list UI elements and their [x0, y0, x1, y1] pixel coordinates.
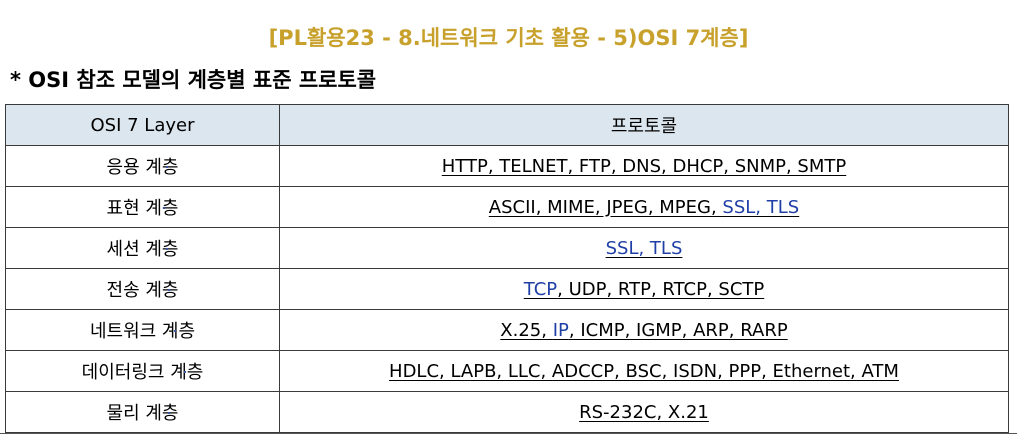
layer-name: 전송 계층 — [106, 280, 179, 301]
marker-dot — [174, 330, 176, 332]
layer-name-cell: 데이터링크 계층 — [5, 350, 280, 392]
marker-dot — [184, 371, 186, 373]
layer-name-cell: 전송 계층 — [5, 268, 280, 310]
protocol-cell: HTTP, TELNET, FTP, DNS, DHCP, SNMP, SMTP — [279, 145, 1009, 187]
protocol-text: HDLC, LAPB, LLC, ADCCP, BSC, ISDN, PPP, … — [389, 360, 899, 382]
protocol-text: ASCII, MIME, JPEG, MPEG, — [488, 196, 723, 218]
protocol-highlight: TCP — [523, 278, 558, 300]
layer-name: 물리 계층 — [106, 403, 179, 424]
layer-name-cell: 표현 계층 — [5, 186, 280, 228]
table-header-row: OSI 7 Layer 프로토콜 — [5, 104, 1009, 146]
layer-name-cell: 응용 계층 — [5, 145, 280, 187]
table-row: 데이터링크 계층 HDLC, LAPB, LLC, ADCCP, BSC, ISD… — [5, 350, 1009, 392]
table-row: 세션 계층 SSL, TLS — [5, 227, 1009, 269]
table-row: 전송 계층 TCP, UDP, RTP, RTCP, SCTP — [5, 268, 1009, 310]
protocol-cell: SSL, TLS — [279, 227, 1009, 269]
marker-dot — [163, 207, 165, 209]
protocol-text: RS-232C, X.21 — [579, 401, 709, 423]
layer-name: 네트워크 계층 — [89, 321, 196, 342]
slide-title: [PL활용23 - 8.네트워크 기초 활용 - 5)OSI 7계층] — [268, 26, 749, 50]
section-heading: * OSI 참조 모델의 계층별 표준 프로토콜 — [10, 68, 377, 92]
layer-name: 세션 계층 — [106, 239, 179, 260]
layer-name-cell: 물리 계층 — [5, 391, 280, 433]
protocol-highlight: SSL, TLS — [722, 196, 800, 218]
table-body: 응용 계층 HTTP, TELNET, FTP, DNS, DHCP, SNMP,… — [5, 145, 1009, 433]
protocol-highlight: IP — [552, 319, 569, 341]
layer-name: 응용 계층 — [106, 157, 179, 178]
protocol-list: TCP, UDP, RTP, RTCP, SCTP — [524, 279, 765, 300]
protocol-highlight: SSL, TLS — [605, 237, 683, 259]
protocol-text: , UDP, RTP, RTCP, SCTP — [557, 278, 765, 300]
protocol-text: HTTP, TELNET, FTP, DNS, DHCP, SNMP, SMTP — [441, 155, 847, 177]
marker-dot — [168, 412, 170, 414]
table-row: 응용 계층 HTTP, TELNET, FTP, DNS, DHCP, SNMP,… — [5, 145, 1009, 187]
protocol-list: SSL, TLS — [606, 238, 683, 259]
protocol-list: RS-232C, X.21 — [579, 402, 709, 423]
protocol-list: X.25, IP, ICMP, IGMP, ARP, RARP — [500, 320, 787, 341]
table-row: 물리 계층 RS-232C, X.21 — [5, 391, 1009, 433]
protocol-cell: ASCII, MIME, JPEG, MPEG, SSL, TLS — [279, 186, 1009, 228]
layer-name-cell: 세션 계층 — [5, 227, 280, 269]
protocol-list: HTTP, TELNET, FTP, DNS, DHCP, SNMP, SMTP — [442, 156, 847, 177]
protocol-cell: RS-232C, X.21 — [279, 391, 1009, 433]
protocol-cell: HDLC, LAPB, LLC, ADCCP, BSC, ISDN, PPP, … — [279, 350, 1009, 392]
protocol-list: HDLC, LAPB, LLC, ADCCP, BSC, ISDN, PPP, … — [389, 361, 899, 382]
protocol-cell: TCP, UDP, RTP, RTCP, SCTP — [279, 268, 1009, 310]
protocol-cell: X.25, IP, ICMP, IGMP, ARP, RARP — [279, 309, 1009, 351]
table-row: 표현 계층 ASCII, MIME, JPEG, MPEG, SSL, TLS — [5, 186, 1009, 228]
bottom-divider — [0, 433, 1017, 434]
protocol-text: X.25, — [500, 319, 553, 341]
osi-protocol-table: OSI 7 Layer 프로토콜 응용 계층 HTTP, TELNET, FTP,… — [5, 104, 1009, 433]
protocol-list: ASCII, MIME, JPEG, MPEG, SSL, TLS — [489, 197, 799, 218]
table-row: 네트워크 계층 X.25, IP, ICMP, IGMP, ARP, RARP — [5, 309, 1009, 351]
protocol-text: , ICMP, IGMP, ARP, RARP — [568, 319, 788, 341]
layer-name-cell: 네트워크 계층 — [5, 309, 280, 351]
marker-dot — [168, 289, 170, 291]
layer-name: 표현 계층 — [106, 198, 179, 219]
layer-name: 데이터링크 계층 — [81, 362, 204, 383]
column-header-layer: OSI 7 Layer — [5, 104, 280, 146]
marker-dot — [166, 248, 168, 250]
marker-dot — [166, 166, 168, 168]
column-header-protocol: 프로토콜 — [279, 104, 1009, 146]
